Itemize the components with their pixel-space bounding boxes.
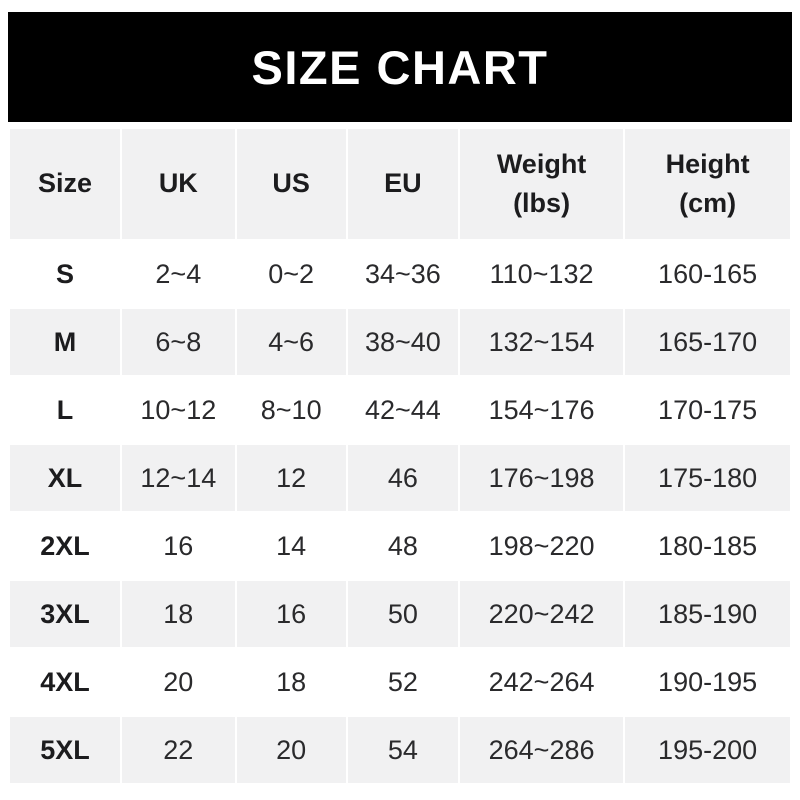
value-cell: 20: [236, 717, 346, 783]
value-cell: 16: [122, 513, 235, 579]
value-cell: 132~154: [459, 309, 624, 375]
table-row: L 10~12 8~10 42~44 154~176 170-175: [10, 377, 790, 443]
size-table-header: Size UK US EU Weight (lbs) Height (cm): [10, 129, 790, 239]
value-cell: 14: [236, 513, 346, 579]
value-cell: 18: [236, 649, 346, 715]
value-cell: 18: [122, 581, 235, 647]
value-cell: 46: [347, 445, 458, 511]
value-cell: 154~176: [459, 377, 624, 443]
value-cell: 22: [122, 717, 235, 783]
value-cell: 170-175: [625, 377, 790, 443]
table-row: 2XL 16 14 48 198~220 180-185: [10, 513, 790, 579]
value-cell: 38~40: [347, 309, 458, 375]
value-cell: 176~198: [459, 445, 624, 511]
value-cell: 50: [347, 581, 458, 647]
size-table-body: S 2~4 0~2 34~36 110~132 160-165 M 6~8 4~6 38~40 13…: [10, 241, 790, 783]
value-cell: 175-180: [625, 445, 790, 511]
value-cell: 190-195: [625, 649, 790, 715]
size-table: Size UK US EU Weight (lbs) Height (cm) S…: [8, 127, 792, 785]
header-cell-eu: EU: [347, 129, 458, 239]
value-cell: 54: [347, 717, 458, 783]
value-cell: 242~264: [459, 649, 624, 715]
value-cell: 185-190: [625, 581, 790, 647]
value-cell: 2~4: [122, 241, 235, 307]
value-cell: 6~8: [122, 309, 235, 375]
value-cell: 12: [236, 445, 346, 511]
value-cell: 0~2: [236, 241, 346, 307]
size-label-cell: 2XL: [10, 513, 121, 579]
value-cell: 110~132: [459, 241, 624, 307]
value-cell: 195-200: [625, 717, 790, 783]
value-cell: 220~242: [459, 581, 624, 647]
table-row: S 2~4 0~2 34~36 110~132 160-165: [10, 241, 790, 307]
table-row: M 6~8 4~6 38~40 132~154 165-170: [10, 309, 790, 375]
header-cell-height: Height (cm): [625, 129, 790, 239]
value-cell: 42~44: [347, 377, 458, 443]
value-cell: 8~10: [236, 377, 346, 443]
value-cell: 48: [347, 513, 458, 579]
size-label-cell: S: [10, 241, 121, 307]
size-label-cell: M: [10, 309, 121, 375]
table-row: 4XL 20 18 52 242~264 190-195: [10, 649, 790, 715]
value-cell: 52: [347, 649, 458, 715]
size-label-cell: 5XL: [10, 717, 121, 783]
value-cell: 198~220: [459, 513, 624, 579]
header-cell-weight: Weight (lbs): [459, 129, 624, 239]
header-cell-us: US: [236, 129, 346, 239]
page-title: SIZE CHART: [251, 40, 549, 94]
value-cell: 10~12: [122, 377, 235, 443]
value-cell: 16: [236, 581, 346, 647]
value-cell: 264~286: [459, 717, 624, 783]
size-chart-banner: SIZE CHART: [8, 12, 792, 122]
value-cell: 165-170: [625, 309, 790, 375]
table-row: 3XL 18 16 50 220~242 185-190: [10, 581, 790, 647]
size-label-cell: 4XL: [10, 649, 121, 715]
size-label-cell: XL: [10, 445, 121, 511]
value-cell: 160-165: [625, 241, 790, 307]
value-cell: 4~6: [236, 309, 346, 375]
table-row: 5XL 22 20 54 264~286 195-200: [10, 717, 790, 783]
value-cell: 34~36: [347, 241, 458, 307]
size-label-cell: 3XL: [10, 581, 121, 647]
table-row: XL 12~14 12 46 176~198 175-180: [10, 445, 790, 511]
size-label-cell: L: [10, 377, 121, 443]
header-cell-size: Size: [10, 129, 121, 239]
value-cell: 180-185: [625, 513, 790, 579]
header-cell-uk: UK: [122, 129, 235, 239]
value-cell: 20: [122, 649, 235, 715]
value-cell: 12~14: [122, 445, 235, 511]
header-row: Size UK US EU Weight (lbs) Height (cm): [10, 129, 790, 239]
